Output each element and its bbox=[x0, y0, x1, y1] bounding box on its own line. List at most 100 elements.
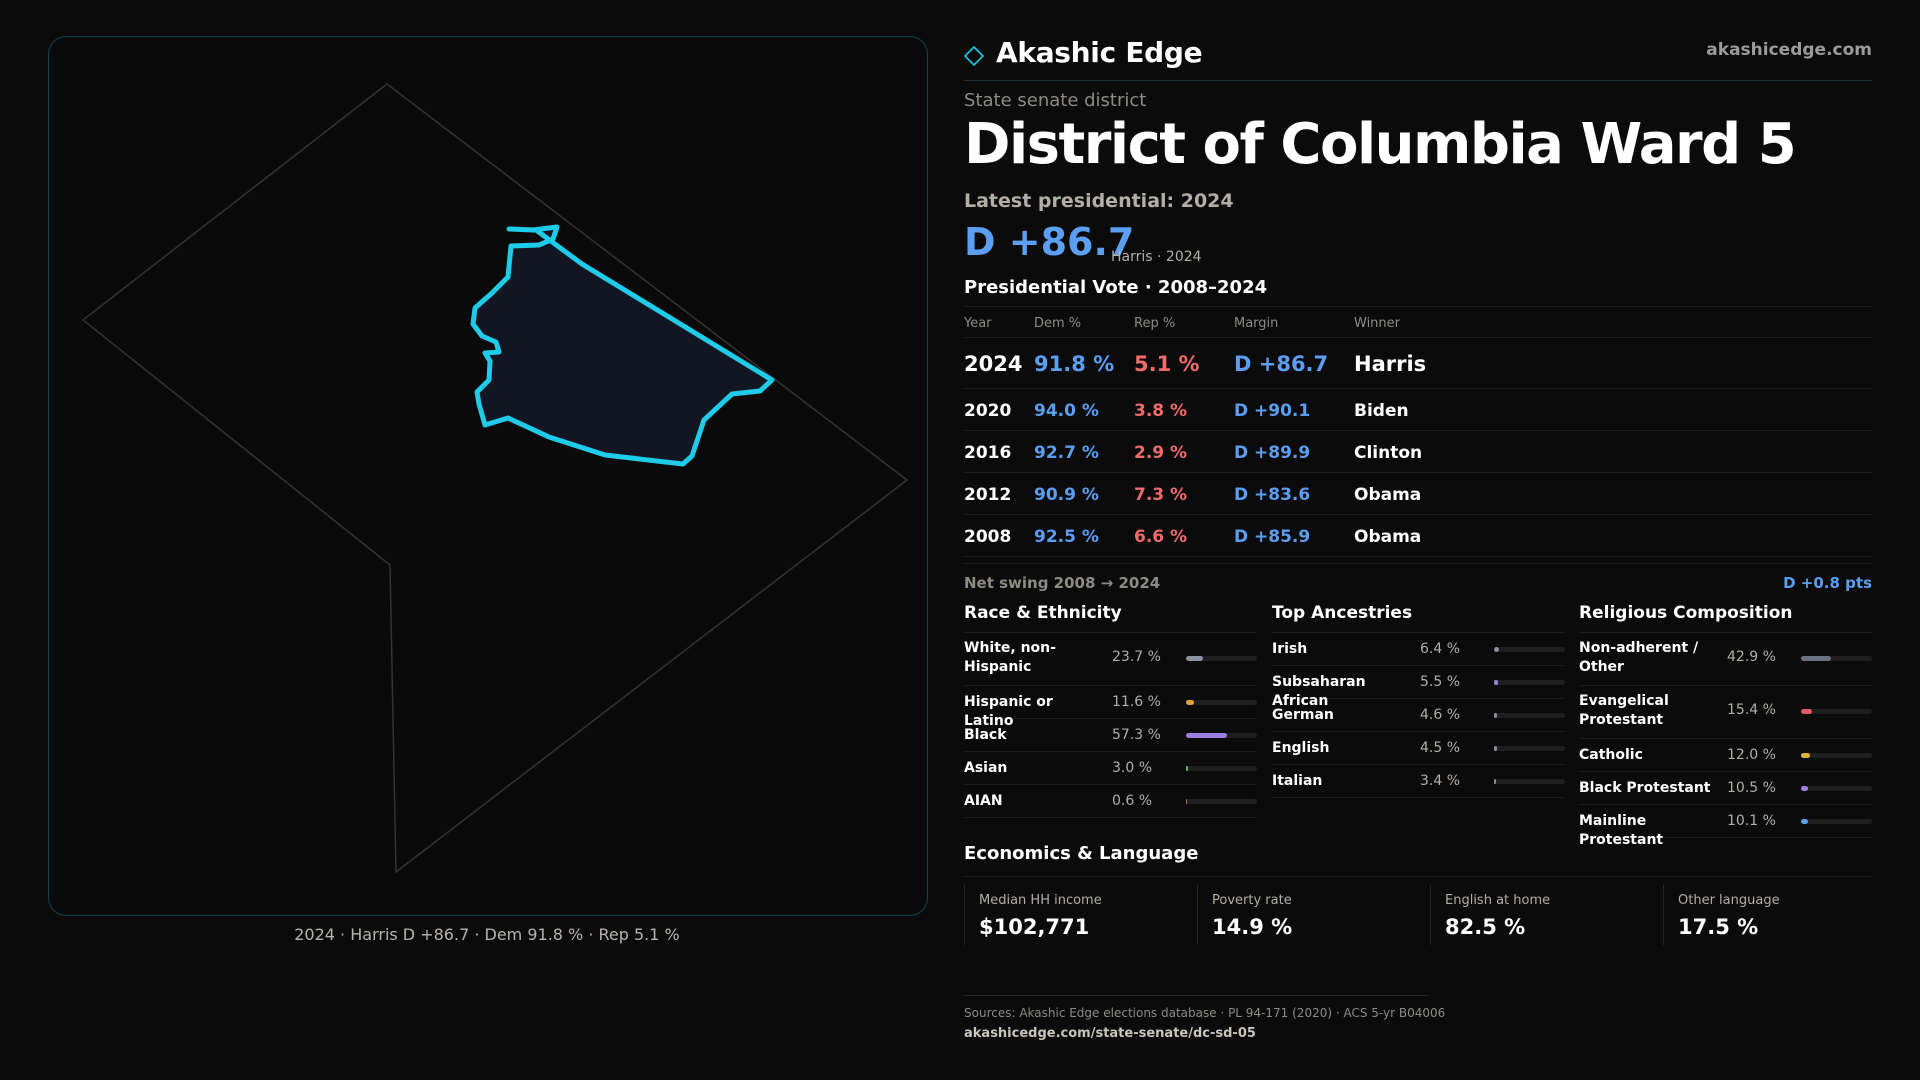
latest-margin: D +86.7 bbox=[964, 220, 1135, 264]
row-dem: 94.0 % bbox=[1034, 401, 1099, 421]
row-rep: 6.6 % bbox=[1134, 527, 1188, 547]
brand[interactable]: Akashic Edge bbox=[964, 36, 1203, 69]
page-url[interactable]: akashicedge.com/state-senate/dc-sd-05 bbox=[964, 1026, 1256, 1041]
table-row: 2008 92.5 % 6.6 % D +85.9 Obama bbox=[964, 515, 1872, 557]
religion-panel: Religious Composition Non-adherent / Oth… bbox=[1579, 600, 1872, 848]
stat-bar-track bbox=[1186, 766, 1257, 771]
stat-bar-fill bbox=[1494, 680, 1498, 685]
stat-label: Black Protestant bbox=[1579, 780, 1711, 796]
row-winner: Biden bbox=[1354, 401, 1409, 421]
divider bbox=[964, 995, 1428, 996]
row-winner: Obama bbox=[1354, 527, 1422, 547]
economics-title: Economics & Language bbox=[964, 843, 1199, 864]
stat-bar-fill bbox=[1494, 779, 1497, 784]
stat-label: Catholic bbox=[1579, 747, 1643, 763]
row-dem: 90.9 % bbox=[1034, 485, 1099, 505]
row-winner: Harris bbox=[1354, 352, 1427, 376]
stat-label: Italian bbox=[1272, 773, 1323, 789]
econ-label: Poverty rate bbox=[1212, 893, 1292, 908]
district-type: State senate district bbox=[964, 90, 1147, 111]
stat-bar-track bbox=[1186, 799, 1257, 804]
table-row: 2012 90.9 % 7.3 % D +83.6 Obama bbox=[964, 473, 1872, 515]
row-winner: Obama bbox=[1354, 485, 1422, 505]
stat-bar-track bbox=[1186, 700, 1257, 705]
ancestries-panel: Top Ancestries Irish 6.4 % Subsaharan Af… bbox=[1272, 600, 1565, 798]
stat-bar-fill bbox=[1186, 799, 1188, 804]
row-year: 2024 bbox=[964, 352, 1023, 376]
stat-percent: 11.6 % bbox=[1112, 694, 1161, 710]
stat-label: AIAN bbox=[964, 793, 1003, 809]
row-year: 2016 bbox=[964, 443, 1012, 463]
stat-label: Hispanic or Latino bbox=[964, 694, 1053, 729]
divider bbox=[964, 876, 1872, 877]
brand-name: Akashic Edge bbox=[996, 36, 1203, 69]
stat-bar-track bbox=[1494, 713, 1565, 718]
stat-bar-track bbox=[1801, 819, 1872, 824]
stat-bar-fill bbox=[1801, 819, 1809, 824]
race-ethnicity-panel: Race & Ethnicity White, non-Hispanic 23.… bbox=[964, 600, 1257, 818]
econ-label: Median HH income bbox=[979, 893, 1102, 908]
stat-percent: 0.6 % bbox=[1112, 793, 1153, 809]
row-rep: 2.9 % bbox=[1134, 443, 1188, 463]
stat-bar-fill bbox=[1801, 709, 1812, 714]
diamond-logo-icon bbox=[964, 45, 984, 66]
stat-label: Evangelical Protestant bbox=[1579, 693, 1669, 728]
presidential-vote-title: Presidential Vote · 2008–2024 bbox=[964, 277, 1268, 298]
stat-row: German 4.6 % bbox=[1272, 699, 1565, 732]
net-swing-row: Net swing 2008 → 2024 D +0.8 pts bbox=[964, 563, 1872, 594]
stat-row: Mainline Protestant 10.1 % bbox=[1579, 805, 1872, 848]
site-link[interactable]: akashicedge.com bbox=[1706, 40, 1872, 60]
stat-bar-track bbox=[1801, 656, 1872, 661]
stat-bar-track bbox=[1494, 680, 1565, 685]
table-row: 2024 91.8 % 5.1 % D +86.7 Harris bbox=[964, 338, 1872, 389]
stat-percent: 10.1 % bbox=[1727, 813, 1776, 829]
econ-card: Poverty rate 14.9 % bbox=[1197, 885, 1413, 945]
race-ethnicity-title: Race & Ethnicity bbox=[964, 600, 1257, 633]
econ-card: Median HH income $102,771 bbox=[964, 885, 1180, 945]
column-header-margin: Margin bbox=[1234, 316, 1279, 331]
row-dem: 92.7 % bbox=[1034, 443, 1099, 463]
stat-percent: 10.5 % bbox=[1727, 780, 1776, 796]
district-details: Akashic Edge akashicedge.com State senat… bbox=[964, 0, 1872, 1080]
stat-bar-track bbox=[1186, 656, 1257, 661]
stat-label: English bbox=[1272, 740, 1330, 756]
stat-bar-fill bbox=[1801, 786, 1809, 791]
stat-bar-fill bbox=[1801, 656, 1832, 661]
econ-card: English at home 82.5 % bbox=[1430, 885, 1646, 945]
row-margin: D +86.7 bbox=[1234, 352, 1329, 376]
net-swing-label: Net swing 2008 → 2024 bbox=[964, 574, 1161, 592]
latest-presidential-label: Latest presidential: 2024 bbox=[964, 190, 1234, 212]
econ-label: English at home bbox=[1445, 893, 1551, 908]
econ-value: 14.9 % bbox=[1212, 915, 1293, 939]
stat-row: Non-adherent / Other 42.9 % bbox=[1579, 633, 1872, 686]
stat-row: English 4.5 % bbox=[1272, 732, 1565, 765]
row-margin: D +90.1 bbox=[1234, 401, 1311, 421]
stat-bar-track bbox=[1801, 709, 1872, 714]
stat-bar-track bbox=[1494, 746, 1565, 751]
religion-title: Religious Composition bbox=[1579, 600, 1872, 633]
latest-margin-sub: Harris · 2024 bbox=[1111, 249, 1202, 265]
row-dem: 91.8 % bbox=[1034, 352, 1115, 376]
stat-bar-track bbox=[1494, 647, 1565, 652]
ward-5-shape[interactable] bbox=[470, 224, 775, 467]
row-margin: D +83.6 bbox=[1234, 485, 1311, 505]
presidential-vote-table: Year Dem % Rep % Margin Winner 2024 91.8… bbox=[964, 306, 1872, 557]
econ-value: 82.5 % bbox=[1445, 915, 1526, 939]
stat-row: Hispanic or Latino 11.6 % bbox=[964, 686, 1257, 729]
district-map[interactable] bbox=[48, 36, 928, 916]
column-header-winner: Winner bbox=[1354, 316, 1401, 331]
econ-value: $102,771 bbox=[979, 915, 1090, 939]
stat-bar-track bbox=[1186, 733, 1257, 738]
column-header-dem: Dem % bbox=[1034, 316, 1082, 331]
stat-row: Subsaharan African 5.5 % bbox=[1272, 666, 1565, 709]
stat-label: White, non-Hispanic bbox=[964, 640, 1056, 675]
stat-row: Italian 3.4 % bbox=[1272, 765, 1565, 798]
stat-bar-fill bbox=[1801, 753, 1810, 758]
stat-bar-fill bbox=[1186, 733, 1227, 738]
stat-bar-fill bbox=[1186, 766, 1189, 771]
page-title: District of Columbia Ward 5 bbox=[964, 112, 1797, 177]
stat-row: White, non-Hispanic 23.7 % bbox=[964, 633, 1257, 686]
stat-row: Catholic 12.0 % bbox=[1579, 739, 1872, 772]
stat-row: Black 57.3 % bbox=[964, 719, 1257, 752]
stat-row: AIAN 0.6 % bbox=[964, 785, 1257, 818]
